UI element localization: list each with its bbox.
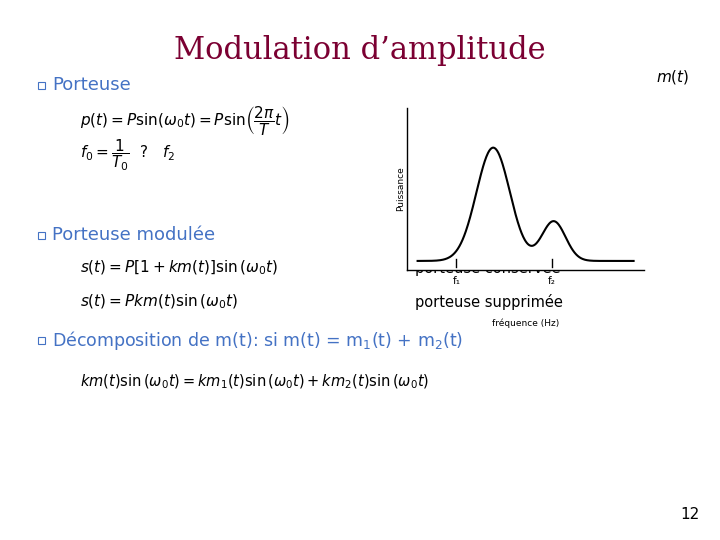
Y-axis label: Puissance: Puissance (397, 167, 405, 211)
Text: $s\left(t\right)=Pkm\left(t\right)\sin\left(\omega_{0}t\right)$: $s\left(t\right)=Pkm\left(t\right)\sin\l… (80, 293, 238, 311)
Text: f₁: f₁ (452, 275, 461, 286)
Text: Porteuse: Porteuse (52, 76, 131, 94)
Text: $s\left(t\right)=P\left[1+km\left(t\right)\right]\sin\left(\omega_{0}t\right)$: $s\left(t\right)=P\left[1+km\left(t\righ… (80, 259, 279, 277)
Text: f₂: f₂ (548, 275, 555, 286)
Text: 12: 12 (680, 507, 700, 522)
Text: Porteuse modulée: Porteuse modulée (52, 226, 215, 244)
Text: porteuse supprimée: porteuse supprimée (415, 294, 563, 310)
Bar (38, 82, 45, 89)
Text: Décomposition de m(t): si m(t) = m$_{1}$(t) + m$_{2}$(t): Décomposition de m(t): si m(t) = m$_{1}$… (52, 328, 463, 352)
Text: $p\left(t\right)=P\sin\!\left(\omega_{0}t\right)=P\sin\!\left(\dfrac{2\pi}{T}t\r: $p\left(t\right)=P\sin\!\left(\omega_{0}… (80, 104, 290, 137)
Text: $km\left(t\right)\sin\left(\omega_{0}t\right)=km_{1}\left(t\right)\sin\left(\ome: $km\left(t\right)\sin\left(\omega_{0}t\r… (80, 373, 429, 391)
Text: $m(t)$: $m(t)$ (657, 68, 690, 85)
Bar (38, 232, 45, 239)
Bar (38, 336, 45, 343)
Text: fréquence (Hz): fréquence (Hz) (492, 319, 559, 328)
Text: porteuse conservée: porteuse conservée (415, 260, 560, 276)
Text: Modulation d’amplitude: Modulation d’amplitude (174, 35, 546, 66)
Text: $f_{0}=\dfrac{1}{T_{0}}$  ?   $f_{2}$: $f_{0}=\dfrac{1}{T_{0}}$ ? $f_{2}$ (80, 137, 175, 173)
